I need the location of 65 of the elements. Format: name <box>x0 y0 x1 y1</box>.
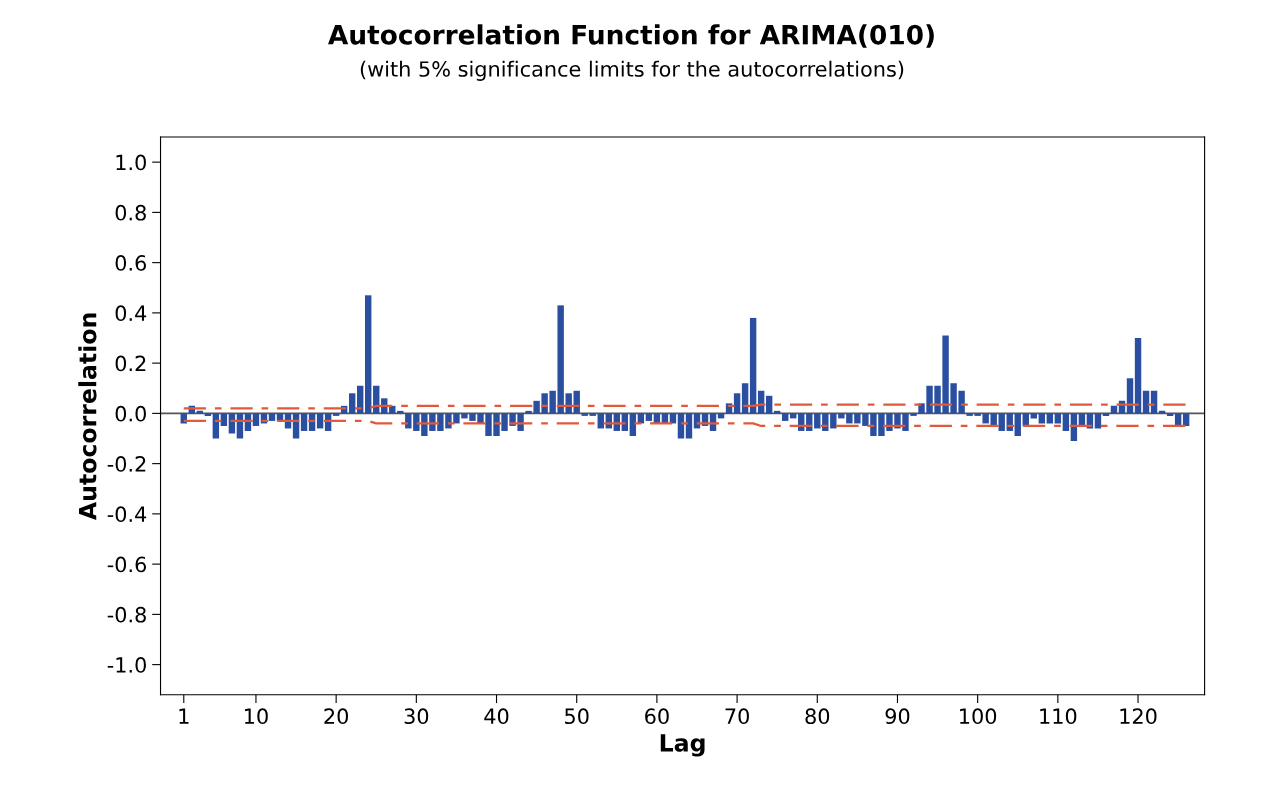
bar <box>790 413 797 419</box>
x-tick-label: 100 <box>960 708 997 725</box>
bar <box>998 413 1005 431</box>
y-tick-label: 0.8 <box>115 204 146 221</box>
bar <box>1046 413 1054 424</box>
bar <box>589 413 596 416</box>
y-tick-label: 0.0 <box>115 405 146 422</box>
bar <box>1166 413 1174 416</box>
y-tick-label: -1.0 <box>107 657 146 673</box>
x-tick-label: 20 <box>324 708 349 725</box>
y-tick-label: -0.4 <box>107 506 147 523</box>
bar <box>629 413 637 436</box>
x-tick-label: 120 <box>1120 708 1157 725</box>
bar <box>1094 413 1102 429</box>
bar <box>814 413 821 429</box>
bar <box>300 413 308 431</box>
bar <box>365 295 372 414</box>
x-tick-label: 1 <box>179 708 189 724</box>
bar <box>268 413 276 421</box>
chart-subtitle: (with 5% significance limits for the autocorrelations) <box>360 60 904 81</box>
y-tick-label: 0.2 <box>115 355 146 372</box>
x-tick-label: 80 <box>805 708 830 725</box>
bar <box>645 413 653 421</box>
bar <box>749 317 757 414</box>
x-axis-title: Lag <box>660 734 705 757</box>
bar <box>597 413 604 429</box>
x-tick-label: 40 <box>484 708 509 725</box>
bar <box>204 413 212 416</box>
bar <box>1134 338 1142 414</box>
y-tick-label: 1.0 <box>116 154 146 171</box>
chart-title: Autocorrelation Function for ARIMA(010) <box>328 24 934 48</box>
bar <box>677 413 685 439</box>
y-tick-label: -0.2 <box>107 456 146 472</box>
bar <box>669 413 677 424</box>
y-tick-label: 0.4 <box>115 305 147 322</box>
y-axis-title: Autocorrelation <box>78 313 97 521</box>
bar <box>1102 413 1110 416</box>
bar <box>1014 413 1021 436</box>
x-tick-label: 30 <box>404 708 429 725</box>
bar <box>212 413 220 439</box>
x-tick-label: 60 <box>645 708 669 725</box>
bar <box>348 393 356 414</box>
y-tick-label: -0.6 <box>107 556 147 573</box>
x-tick-label: 70 <box>725 708 749 725</box>
x-tick-label: 110 <box>1040 708 1077 725</box>
bar <box>220 413 228 426</box>
bar <box>733 393 741 414</box>
bar <box>765 395 773 414</box>
x-tick-label: 50 <box>565 708 589 725</box>
bar <box>332 413 340 416</box>
bar <box>685 413 693 439</box>
bar <box>316 413 324 429</box>
y-tick-label: 0.6 <box>115 255 147 271</box>
bar <box>1062 413 1070 431</box>
bar <box>781 413 789 421</box>
bar <box>717 413 725 419</box>
bar <box>1054 413 1062 424</box>
bar <box>252 413 260 426</box>
bar <box>1038 413 1046 424</box>
bar <box>1182 413 1190 426</box>
bar <box>1030 413 1037 419</box>
bar <box>581 413 588 416</box>
y-tick-label: -0.8 <box>107 606 146 623</box>
x-tick-label: 90 <box>885 708 910 725</box>
x-tick-label: 10 <box>244 708 268 725</box>
